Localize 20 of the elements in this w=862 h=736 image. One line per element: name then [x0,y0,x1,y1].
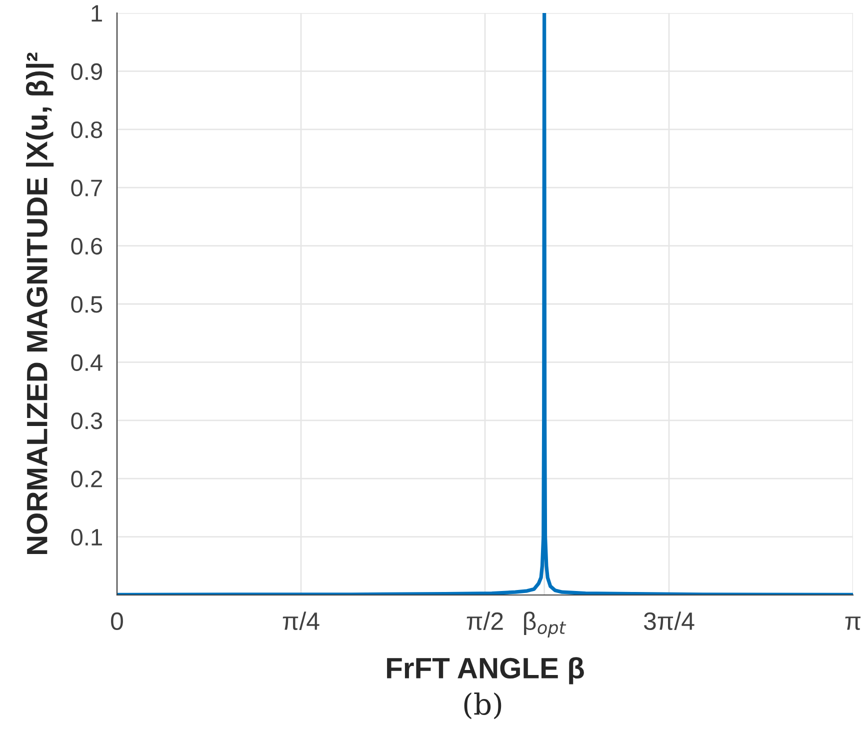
y-tick-label: 0.8 [71,121,102,138]
line-series [117,13,853,595]
y-tick-label: 0.3 [71,412,102,430]
y-tick-label: 0.9 [71,63,102,80]
x-tick-label: 3π/4 [644,612,694,630]
y-tick-label: 1 [92,5,102,22]
y-tick-label: 0.7 [71,180,102,196]
y-tick-label: 0.4 [71,354,102,371]
y-tick-label: 0.2 [71,470,102,488]
x-tick-label: 0 [111,612,123,630]
text: (b) [464,692,502,720]
y-axis-title: NORMALIZED MAGNITUDE |X(u, β)|² [26,52,54,554]
y-tick-label: 0.1 [71,528,102,546]
x-tick-label: π/2 [466,612,503,630]
x-tick-label: β$_{opt}$ [524,612,566,638]
x-tick-label: π [845,616,861,630]
y-tick-label: 0.6 [71,238,102,255]
x-tick-label: π/4 [282,612,320,630]
x-axis-title: FrFT ANGLE β [387,657,584,684]
y-tick-label: 0.5 [71,296,102,313]
